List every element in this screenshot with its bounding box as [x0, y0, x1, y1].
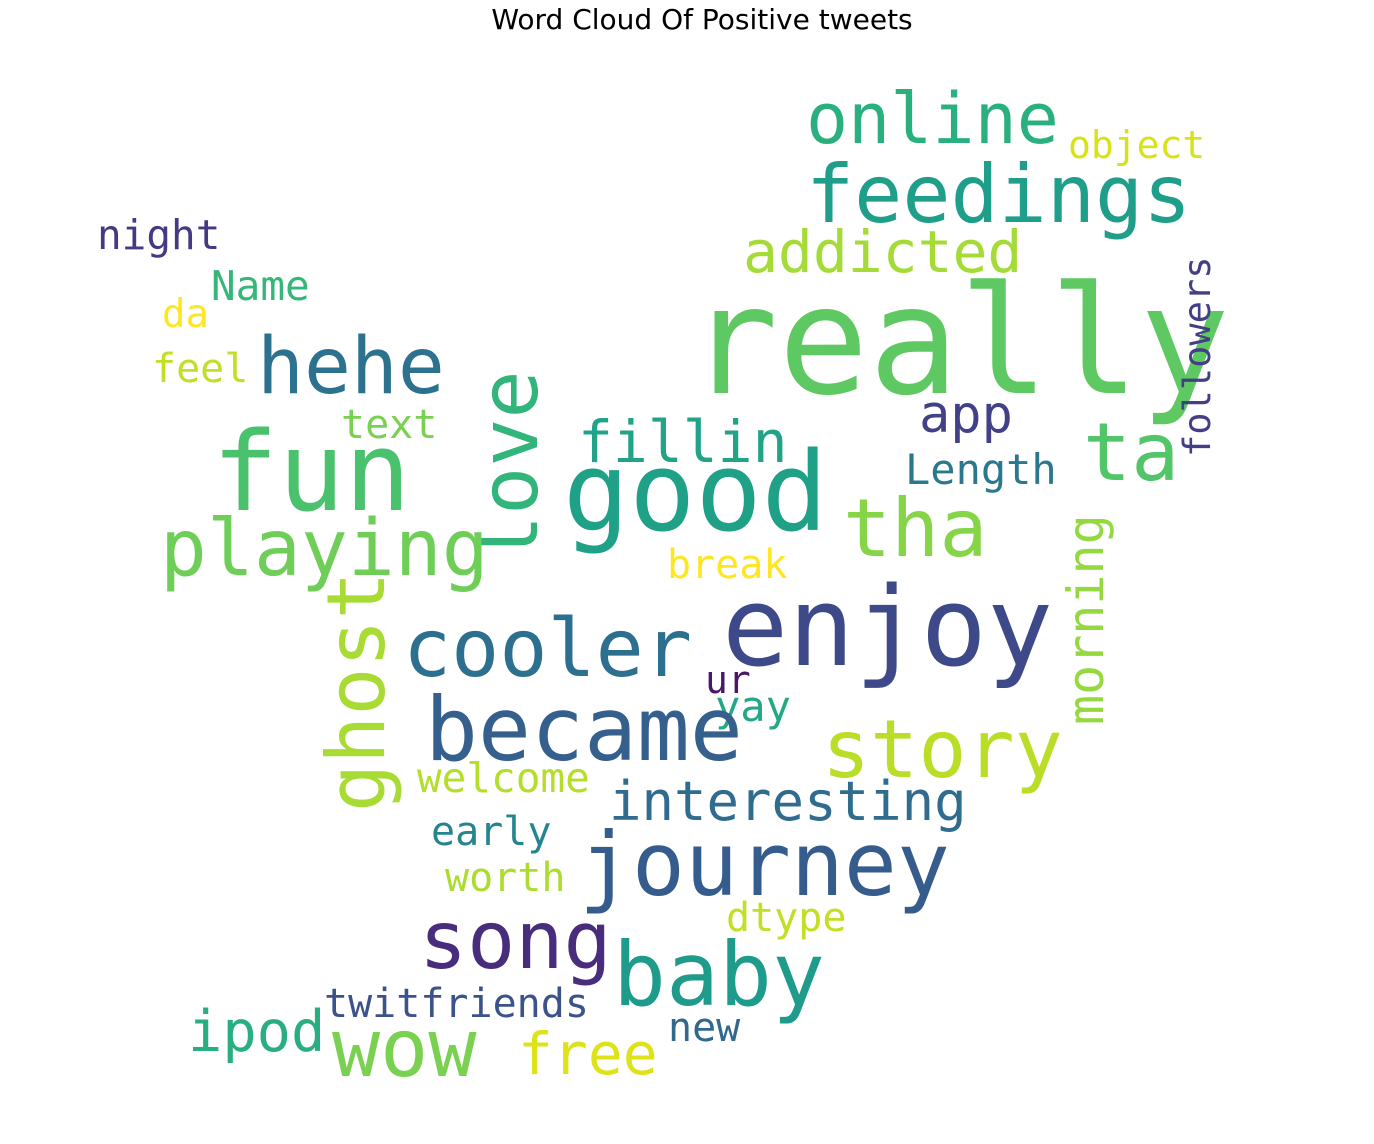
word-fillin: fillin [578, 408, 788, 476]
word-new: new [668, 1005, 741, 1051]
word-interesting: interesting [609, 770, 967, 833]
word-cooler: cooler [403, 602, 692, 695]
word-length: Length [905, 445, 1057, 494]
word-night: night [97, 211, 220, 259]
word-worth: worth [445, 855, 565, 901]
word-online: online [806, 78, 1059, 160]
word-yay: yay [715, 682, 791, 731]
word-hehe: hehe [257, 322, 445, 412]
word-playing: playing [160, 504, 489, 594]
word-fun: fun [212, 408, 411, 536]
word-twitfriends: twitfriends [324, 981, 589, 1027]
word-early: early [431, 809, 551, 855]
word-love: love [463, 370, 556, 563]
chart-title: Word Cloud Of Positive tweets [491, 3, 913, 36]
word-enjoy: enjoy [722, 563, 1053, 691]
word-good: good [563, 428, 828, 556]
word-followers: followers [1176, 257, 1219, 457]
word-app: app [919, 385, 1013, 445]
word-story: story [822, 703, 1063, 796]
word-ghost: ghost [310, 571, 403, 812]
word-really: really [688, 255, 1230, 429]
word-ta: ta [1083, 406, 1179, 499]
word-break: break [667, 542, 787, 588]
word-baby: baby [613, 923, 825, 1026]
word-ur: ur [705, 658, 751, 702]
word-addicted: addicted [743, 218, 1022, 286]
word-became: became [425, 678, 743, 781]
word-welcome: welcome [417, 754, 590, 802]
word-text: text [341, 402, 437, 448]
word-journey: journey [579, 813, 950, 916]
word-da: da [162, 292, 209, 337]
word-feel: feel [152, 346, 248, 392]
word-object: object [1068, 123, 1205, 167]
word-ipod: ipod [188, 999, 325, 1065]
word-song: song [419, 894, 612, 987]
word-morning: morning [1057, 514, 1115, 725]
word-free: free [518, 1020, 658, 1088]
word-wow: wow [332, 1002, 477, 1095]
word-name: Name [211, 262, 310, 310]
word-dtype: dtype [726, 895, 846, 941]
word-tha: tha [843, 482, 988, 575]
word-feedings: feedings [806, 148, 1191, 241]
